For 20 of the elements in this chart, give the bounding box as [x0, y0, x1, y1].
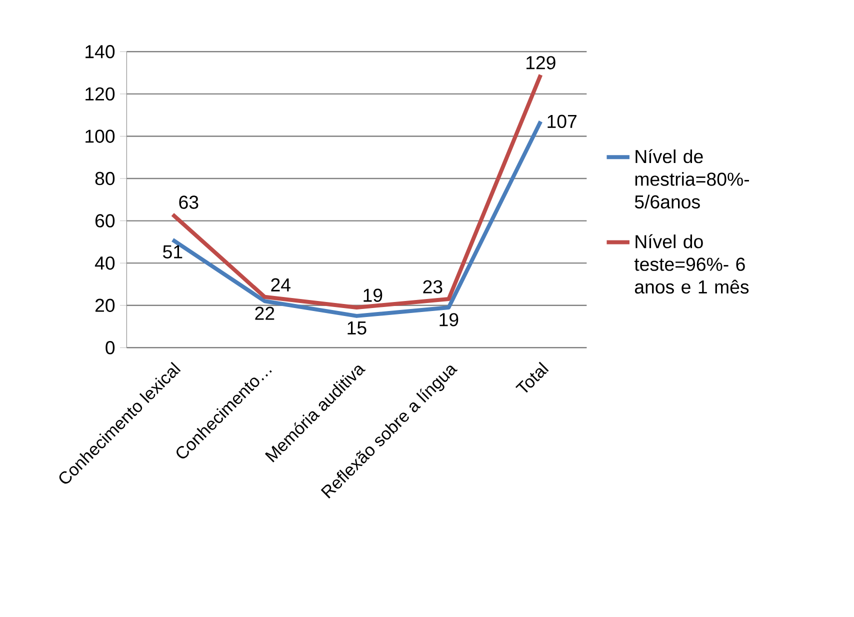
legend-label: Nível de mestria=80%- 5/6anos — [634, 149, 749, 209]
y-tick-label: 40 — [94, 256, 115, 270]
data-label: 51 — [163, 245, 182, 258]
y-tick-label: 100 — [86, 130, 115, 143]
y-tick-label: 80 — [95, 172, 115, 186]
data-label: 107 — [548, 114, 576, 128]
data-label: 23 — [423, 280, 442, 294]
data-label: 24 — [271, 278, 290, 292]
y-tick-label: 120 — [86, 87, 115, 101]
data-label: 19 — [440, 313, 458, 326]
y-tick-label: 0 — [106, 341, 115, 354]
data-label: 129 — [526, 56, 556, 70]
y-tick-label: 60 — [95, 214, 115, 228]
y-tick-label: 20 — [95, 298, 115, 312]
data-label: 22 — [255, 306, 274, 320]
y-tick-label: 140 — [86, 45, 115, 58]
legend-label: Nível do teste=96%- 6 anos e 1 mês — [634, 234, 749, 294]
data-label: 63 — [179, 196, 198, 209]
data-label: 15 — [348, 322, 366, 335]
data-label: 19 — [364, 288, 382, 302]
